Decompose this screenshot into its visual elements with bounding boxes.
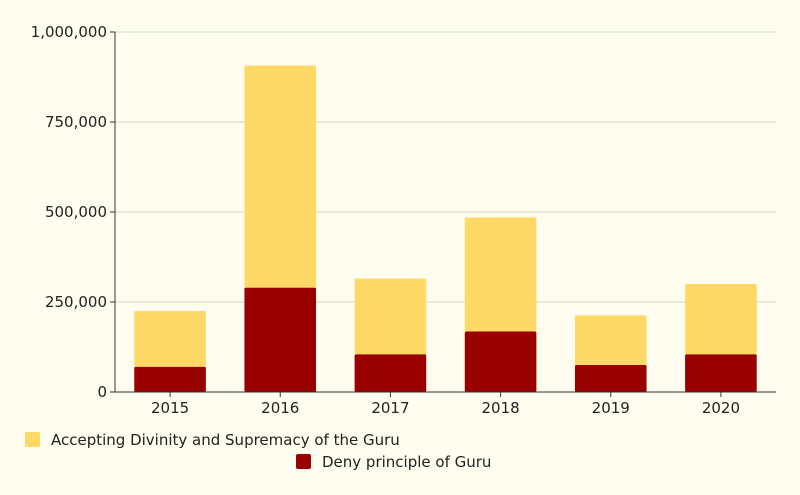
- gridlines: [115, 31, 776, 303]
- y-tick-label: 750,000: [45, 113, 107, 131]
- bar-segment: [244, 287, 317, 392]
- bar-segment: [244, 65, 317, 288]
- x-tick-label: 2017: [371, 399, 409, 417]
- bar-segment: [354, 354, 427, 392]
- legend-label: Accepting Divinity and Supremacy of the …: [51, 431, 400, 449]
- y-tick-label: 500,000: [45, 203, 107, 221]
- bar-segment: [574, 365, 647, 392]
- y-tick-label: 0: [97, 383, 107, 401]
- bar-segment: [134, 366, 206, 392]
- legend-swatch: [25, 432, 40, 447]
- bar-segment: [574, 315, 647, 365]
- legend: Accepting Divinity and Supremacy of the …: [25, 431, 491, 471]
- x-tick-label: 2018: [481, 399, 519, 417]
- legend-swatch: [296, 454, 311, 469]
- y-tick-label: 250,000: [45, 293, 107, 311]
- x-tick-label: 2020: [702, 399, 740, 417]
- bar-segment: [685, 354, 757, 392]
- y-tick-label: 1,000,000: [31, 23, 107, 41]
- x-tick-label: 2016: [261, 399, 299, 417]
- bar-segment: [685, 284, 757, 355]
- y-axis: 0 250,000 500,000 750,000 1,000,000: [31, 23, 116, 401]
- legend-label: Deny principle of Guru: [322, 453, 491, 471]
- x-axis: 2015 2016 2017 2018 2019 2020: [115, 391, 776, 417]
- bar-segment: [134, 311, 206, 367]
- x-tick-label: 2015: [151, 399, 189, 417]
- bars: [134, 65, 757, 392]
- bar-segment: [464, 217, 537, 332]
- x-tick-label: 2019: [592, 399, 630, 417]
- bar-segment: [354, 278, 427, 355]
- bar-segment: [464, 331, 537, 392]
